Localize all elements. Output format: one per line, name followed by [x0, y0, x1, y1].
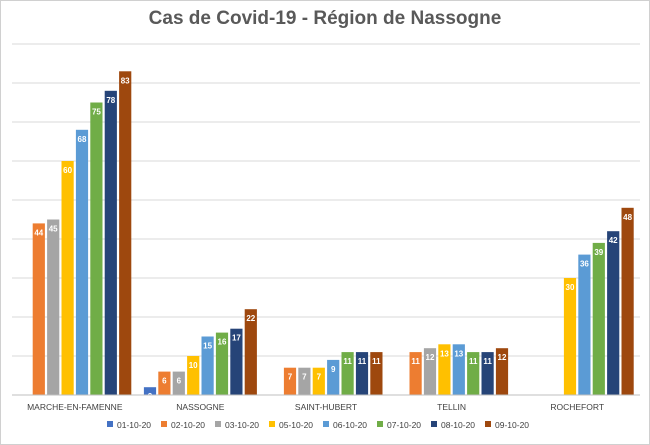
bar — [607, 231, 620, 395]
bar — [47, 219, 60, 395]
x-tick-label: MARCHE-EN-FAMENNE — [27, 402, 123, 412]
legend-label: 07-10-20 — [387, 420, 421, 430]
bar — [298, 367, 311, 395]
bar — [244, 309, 257, 395]
bar — [201, 336, 214, 395]
bar — [355, 352, 369, 395]
bar — [423, 348, 437, 395]
bar — [481, 352, 494, 395]
bar — [215, 332, 229, 395]
data-label: 10 — [189, 361, 198, 370]
data-label: 78 — [106, 96, 115, 105]
bar — [563, 278, 577, 395]
data-label: 13 — [454, 349, 463, 358]
bar — [75, 129, 89, 396]
data-label: 11 — [372, 357, 381, 366]
legend-swatch — [377, 421, 383, 427]
legend-label: 08-10-20 — [441, 420, 475, 430]
bar — [143, 387, 157, 395]
data-label: 11 — [411, 357, 420, 366]
bar — [119, 71, 132, 396]
data-label: 6 — [162, 377, 167, 386]
data-label: 48 — [623, 213, 632, 222]
data-label: 11 — [358, 357, 367, 366]
bar — [621, 207, 634, 395]
data-label: 9 — [331, 365, 336, 374]
data-label: 15 — [203, 342, 212, 351]
bar — [592, 242, 605, 395]
data-label: 39 — [594, 248, 603, 257]
data-label: 11 — [483, 357, 492, 366]
data-label: 7 — [288, 373, 293, 382]
data-label: 2 — [148, 392, 153, 401]
data-label: 11 — [469, 357, 478, 366]
data-label: 44 — [34, 228, 43, 237]
legend-swatch — [431, 421, 437, 427]
data-label: 30 — [566, 283, 575, 292]
x-tick-label: NASSOGNE — [176, 402, 225, 412]
data-label: 60 — [63, 166, 72, 175]
bar — [327, 359, 340, 395]
bar — [158, 371, 171, 395]
bar — [452, 344, 465, 395]
bar — [104, 90, 117, 396]
data-label: 45 — [49, 225, 58, 234]
data-label: 6 — [177, 377, 182, 386]
legend-label: 09-10-20 — [495, 420, 529, 430]
x-tick-label: TELLIN — [437, 402, 466, 412]
legend-swatch — [269, 421, 275, 427]
data-label: 13 — [440, 349, 449, 358]
bar — [467, 352, 480, 395]
legend-swatch — [485, 421, 491, 427]
bar — [61, 161, 74, 395]
data-label: 7 — [302, 373, 307, 382]
bar — [283, 367, 297, 395]
data-label: 68 — [78, 135, 87, 144]
legend-label: 06-10-20 — [333, 420, 367, 430]
bar — [409, 352, 422, 395]
bar — [172, 371, 185, 395]
bar — [32, 223, 45, 395]
bar — [312, 367, 325, 395]
data-label: 7 — [317, 373, 322, 382]
legend-swatch — [107, 421, 113, 427]
bar — [578, 254, 591, 395]
legend-label: 02-10-20 — [171, 420, 205, 430]
bar — [438, 344, 451, 395]
legend-swatch — [323, 421, 329, 427]
bar — [495, 348, 509, 395]
data-label: 16 — [218, 338, 227, 347]
x-axis: MARCHE-EN-FAMENNE NASSOGNE SAINT-HUBERT TEL… — [12, 394, 640, 412]
data-label: 75 — [92, 108, 101, 117]
legend-label: 05-10-20 — [279, 420, 313, 430]
x-tick-label: SAINT-HUBERT — [295, 402, 357, 412]
bar — [230, 328, 243, 395]
bar — [370, 352, 383, 395]
legend: 01-10-20 02-10-20 03-10-20 05-10-20 06-10-20… — [107, 420, 529, 430]
bar — [341, 352, 354, 395]
data-label: 22 — [246, 314, 255, 323]
data-label: 36 — [580, 260, 589, 269]
bar — [187, 356, 200, 395]
data-label: 83 — [121, 76, 130, 85]
data-label: 42 — [609, 236, 618, 245]
legend-label: 01-10-20 — [117, 420, 151, 430]
data-label: 12 — [498, 353, 507, 362]
legend-swatch — [215, 421, 221, 427]
data-label: 11 — [343, 357, 352, 366]
data-label: 12 — [426, 353, 435, 362]
bar — [90, 102, 103, 395]
legend-label: 03-10-20 — [225, 420, 259, 430]
chart-title: Cas de Covid-19 - Région de Nassogne — [148, 8, 502, 29]
x-tick-label: ROCHEFORT — [550, 402, 604, 412]
data-label: 17 — [232, 334, 241, 343]
legend-swatch — [161, 421, 167, 427]
